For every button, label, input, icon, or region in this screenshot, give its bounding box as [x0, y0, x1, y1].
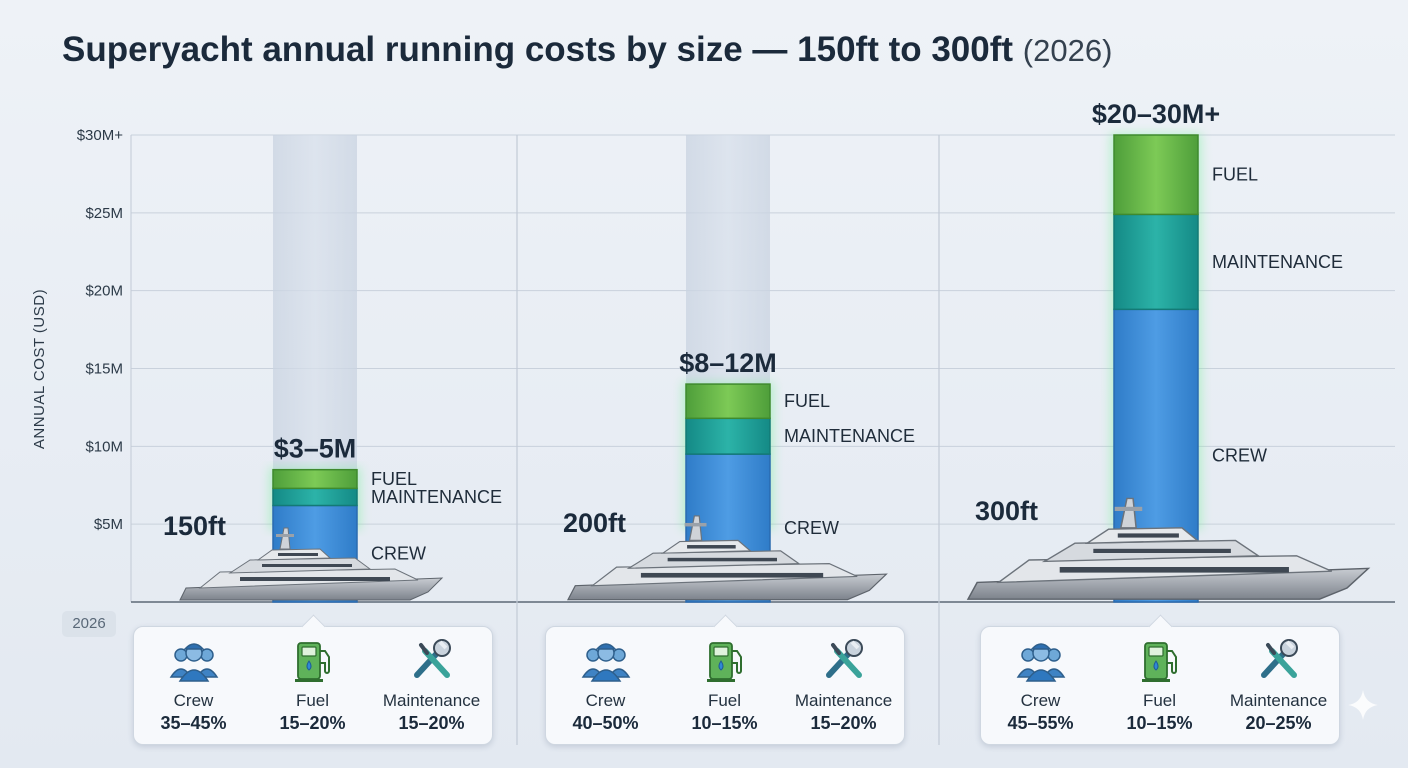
segment-label-fuel: FUEL [371, 469, 417, 489]
maintenance-share: Maintenance 15–20% [784, 627, 903, 744]
fuel-pump-icon [1135, 637, 1185, 685]
yacht-mast-bar [684, 522, 707, 527]
fuel-share: Fuel 10–15% [665, 627, 784, 744]
range-label: $8–12M [679, 348, 777, 378]
y-tick-label: $30M+ [77, 127, 124, 144]
wrench-screwdriver-icon [407, 637, 457, 685]
yachts [179, 497, 1371, 601]
yacht-mast-bar [1114, 506, 1143, 511]
bar-segment-maintenance [1113, 213, 1199, 311]
crew-share-value: 45–55% [1007, 713, 1074, 733]
maintenance-share-value: 20–25% [1245, 713, 1312, 733]
y-axis-label: ANNUAL COST (USD) [31, 289, 48, 449]
breakdown-panel-200ft: Crew 40–50% Fuel 10–15% Maintenance 15–2… [545, 614, 905, 745]
bar-segment-maintenance [685, 417, 771, 455]
segment-label-maintenance: MAINTENANCE [371, 487, 502, 507]
yacht-windows [278, 553, 318, 556]
fuel-share-value: 10–15% [1126, 713, 1193, 733]
maintenance-share-label: Maintenance [382, 691, 481, 710]
crew-people-icon [581, 637, 631, 685]
fuel-share: Fuel 10–15% [1100, 627, 1219, 744]
fuel-pump-icon [288, 637, 338, 685]
size-label: 300ft [975, 496, 1038, 526]
yacht-windows [1117, 533, 1179, 538]
segment-label-crew: CREW [371, 544, 426, 564]
sparkle-icon [1348, 690, 1378, 720]
segment-label-fuel: FUEL [784, 391, 830, 411]
wrench-screwdriver-icon [819, 637, 869, 685]
crew-share: Crew 35–45% [134, 627, 253, 744]
maintenance-share: Maintenance 15–20% [372, 627, 491, 744]
range-label: $20–30M+ [1092, 99, 1220, 129]
crew-share-label: Crew [173, 691, 214, 710]
segment-label-fuel: FUEL [1212, 165, 1258, 185]
yacht-hull [966, 567, 1371, 600]
fuel-share-label: Fuel [295, 691, 330, 710]
fuel-share: Fuel 15–20% [253, 627, 372, 744]
yacht-illustration-icon [966, 497, 1371, 600]
fuel-share-label: Fuel [1142, 691, 1177, 710]
yacht-windows [667, 557, 777, 562]
breakdown-panel-300ft: Crew 45–55% Fuel 10–15% Maintenance 20–2… [980, 614, 1340, 745]
yacht-windows [262, 564, 352, 567]
y-tick-label: $25M [85, 205, 123, 222]
breakdown-panel-150ft: Crew 35–45% Fuel 15–20% Maintenance 15–2… [133, 614, 493, 745]
crew-share-value: 35–45% [160, 713, 227, 733]
crew-share: Crew 45–55% [981, 627, 1100, 744]
yacht-windows [640, 572, 824, 578]
bar-segment-maintenance [272, 487, 358, 507]
size-label: 200ft [563, 508, 626, 538]
yacht-illustration-icon [567, 515, 888, 601]
crew-share-value: 40–50% [572, 713, 639, 733]
segment-label-crew: CREW [1212, 446, 1267, 466]
y-tick-label: $15M [85, 361, 123, 378]
crew-share-label: Crew [1020, 691, 1061, 710]
segment-label-maintenance: MAINTENANCE [784, 426, 915, 446]
crew-share: Crew 40–50% [546, 627, 665, 744]
yacht-windows [687, 545, 736, 549]
chart-title-year: (2026) [1022, 33, 1113, 68]
y-tick-label: $20M [85, 283, 123, 300]
y-tick-label: $10M [85, 438, 123, 455]
fuel-share-value: 15–20% [279, 713, 346, 733]
fuel-share-label: Fuel [707, 691, 742, 710]
maintenance-share-label: Maintenance [1229, 691, 1328, 710]
yacht-hull [179, 577, 444, 601]
maintenance-share: Maintenance 20–25% [1219, 627, 1338, 744]
size-label: 150ft [163, 511, 226, 541]
bar-segment-fuel [685, 383, 771, 420]
maintenance-share-value: 15–20% [398, 713, 465, 733]
maintenance-share-label: Maintenance [794, 691, 893, 710]
crew-people-icon [1016, 637, 1066, 685]
chart-title: Superyacht annual running costs by size … [62, 30, 1112, 70]
crew-share-label: Crew [585, 691, 626, 710]
yacht-illustration-icon [179, 527, 444, 601]
chart-title-main: Superyacht annual running costs by size … [62, 30, 1014, 69]
yacht-hull [567, 573, 888, 601]
y-tick-label: $5M [94, 516, 123, 533]
year-badge: 2026 [62, 611, 116, 637]
segment-label-maintenance: MAINTENANCE [1212, 252, 1343, 272]
yacht-mast-bar [276, 534, 294, 537]
range-label: $3–5M [274, 434, 357, 464]
yacht-windows [1093, 548, 1231, 553]
yacht-windows [240, 577, 390, 581]
fuel-share-value: 10–15% [691, 713, 758, 733]
segment-label-crew: CREW [784, 518, 839, 538]
y-axis: $5M $10M $15M $20M $25M $30M+ ANNUAL COST (USD… [31, 127, 123, 533]
maintenance-share-value: 15–20% [810, 713, 877, 733]
fuel-pump-icon [700, 637, 750, 685]
yacht-windows [1059, 567, 1289, 573]
bar-segment-fuel [272, 468, 358, 490]
crew-people-icon [169, 637, 219, 685]
wrench-screwdriver-icon [1254, 637, 1304, 685]
bar-segment-fuel [1113, 134, 1199, 216]
